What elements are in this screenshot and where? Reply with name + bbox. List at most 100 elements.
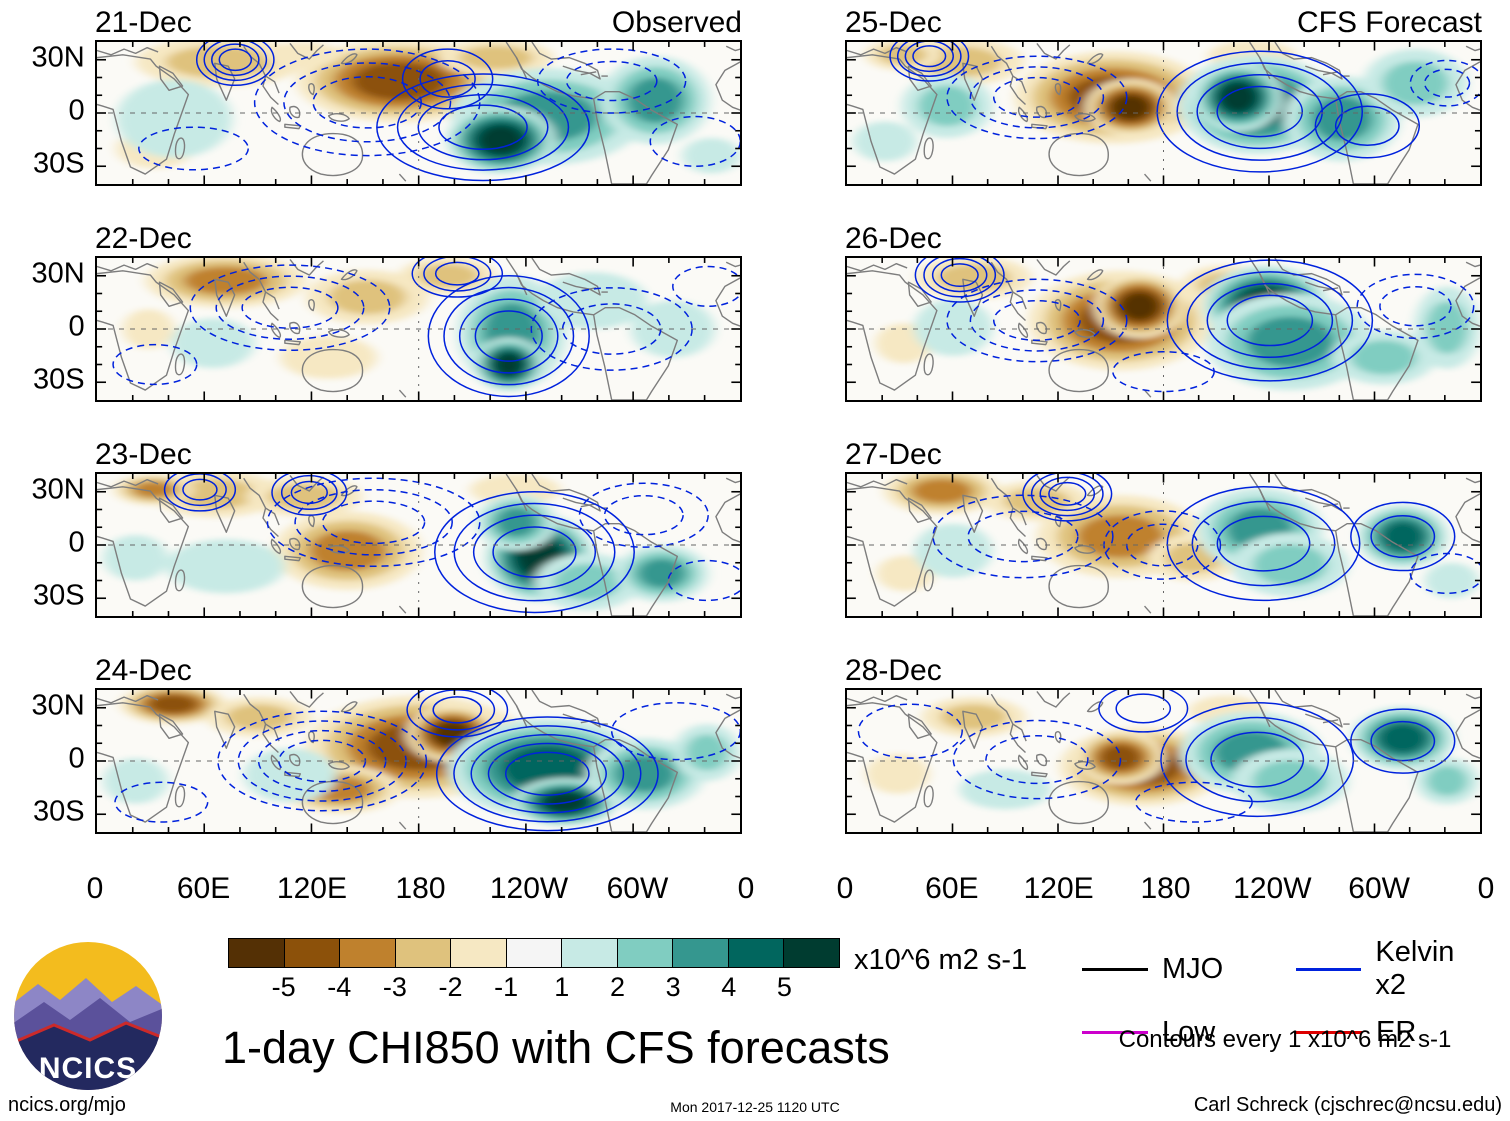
y-axis-labels: 30N 0 30S [30, 256, 95, 398]
ncics-logo: NCICS [14, 942, 162, 1090]
x-tick: 0 [86, 872, 104, 905]
legend-item-er: ER [1296, 1016, 1492, 1049]
colorbar-tick-label: 3 [665, 972, 681, 1002]
y-tick-30s: 30S [33, 579, 85, 612]
logo-red-ridge-line [14, 1021, 162, 1045]
colorbar-ticks: -5 -4 -3 -2 -1 1 2 3 4 5 [228, 968, 840, 1004]
colorbar-units: x10^6 m2 s-1 [854, 944, 1028, 976]
x-tick: 0 [1477, 872, 1495, 905]
colorbar-segment [394, 939, 451, 967]
x-tick: 120W [1233, 872, 1312, 905]
y-tick-0: 0 [68, 742, 85, 775]
mjo-line-swatch [1082, 967, 1148, 971]
x-tick: 60W [606, 872, 669, 905]
x-tick: 120E [276, 872, 348, 905]
legend-label-mjo: MJO [1162, 952, 1224, 985]
panel-block-26dec: 26-Dec [845, 222, 1482, 402]
colorbar-segment [283, 939, 340, 967]
x-tick: 0 [836, 872, 854, 905]
y-tick-30s: 30S [33, 795, 85, 828]
footer-credit: Carl Schreck (cjschrec@ncsu.edu) [1193, 1094, 1502, 1116]
colorbar-tick-label: -4 [327, 972, 352, 1002]
colorbar: -5 -4 -3 -2 -1 1 2 3 4 5 [228, 938, 840, 1004]
x-tick: 60E [176, 872, 231, 905]
colorbar-tick-label: -5 [271, 972, 296, 1002]
y-tick-0: 0 [68, 310, 85, 343]
colorbar-tick-label: 1 [554, 972, 570, 1002]
map-panel-21dec [94, 40, 742, 186]
legend-item-low: Low [1082, 1016, 1278, 1049]
panel-date: 24-Dec [95, 654, 192, 687]
panel-date: 26-Dec [845, 222, 942, 255]
x-axis-labels-forecast: 0 60E 120E 180 120W 60W 0 [837, 870, 1495, 916]
low-line-swatch [1082, 1031, 1148, 1034]
y-axis-labels: 30N 0 30S [30, 472, 95, 614]
colorbar-tick-label: -1 [494, 972, 519, 1002]
colorbar-bar [228, 938, 840, 968]
y-tick-30s: 30S [33, 147, 85, 180]
x-tick: 180 [1140, 872, 1191, 905]
panel-date: 25-Dec [845, 6, 942, 39]
legend-item-mjo: MJO [1082, 936, 1278, 1002]
contour-interval-note: Contours every 1 x10^6 m2 s-1 [1118, 1026, 1452, 1053]
colorbar-segment [783, 939, 840, 967]
panel-date: 23-Dec [95, 438, 192, 471]
map-panel-25dec [845, 40, 1482, 186]
column-header-observed: Observed [611, 6, 742, 39]
y-tick-30n: 30N [31, 473, 85, 506]
y-tick-0: 0 [68, 94, 85, 127]
forecast-column: 25-Dec CFS Forecast 26-Dec 27-Dec 28-Dec [837, 6, 1495, 916]
colorbar-segment [505, 939, 562, 967]
colorbar-segment [450, 939, 506, 967]
panel-block-22dec: 22-Dec 30N 0 30S [30, 222, 742, 402]
observed-column: 21-Dec Observed 30N 0 30S 22-Dec 30N 0 3… [30, 6, 754, 916]
map-panel-28dec [845, 688, 1482, 834]
panel-block-23dec: 23-Dec 30N 0 30S [30, 438, 742, 618]
x-axis-labels-observed: 0 60E 120E 180 120W 60W 0 [87, 870, 755, 916]
x-tick: 60E [925, 872, 979, 905]
map-panel-22dec [94, 256, 742, 402]
legend-label-low: Low [1162, 1016, 1216, 1048]
colorbar-segment [727, 939, 784, 967]
y-tick-30n: 30N [31, 41, 85, 74]
column-header-forecast: CFS Forecast [1296, 6, 1482, 39]
legend-label-er: ER [1376, 1016, 1417, 1048]
x-tick: 0 [737, 872, 755, 905]
legend-item-kelvin: Kelvin x2 [1296, 936, 1492, 1002]
y-axis-labels: 30N 0 30S [30, 40, 95, 182]
panel-date: 28-Dec [845, 654, 942, 687]
kelvin-line-swatch [1296, 967, 1362, 971]
colorbar-segment [561, 939, 617, 967]
map-panel-27dec [845, 472, 1482, 618]
y-tick-0: 0 [68, 526, 85, 559]
x-tick: 60W [1348, 872, 1410, 905]
panel-date: 22-Dec [95, 222, 192, 255]
panel-block-28dec: 28-Dec [845, 654, 1482, 834]
colorbar-tick-label: -3 [382, 972, 407, 1002]
colorbar-segment [229, 939, 284, 967]
x-tick: 180 [395, 872, 446, 905]
panel-block-24dec: 24-Dec 30N 0 30S [30, 654, 742, 834]
x-tick: 120E [1023, 872, 1094, 905]
y-axis-labels: 30N 0 30S [30, 688, 95, 830]
y-tick-30n: 30N [31, 257, 85, 290]
colorbar-tick-label: 5 [776, 972, 792, 1002]
panel-block-21dec: 21-Dec Observed 30N 0 30S [30, 6, 742, 186]
footer-url: ncics.org/mjo [8, 1094, 126, 1116]
legend-label-kelvin: Kelvin x2 [1375, 936, 1455, 1001]
panel-block-25dec: 25-Dec CFS Forecast [845, 6, 1482, 186]
map-panel-24dec [94, 688, 742, 834]
colorbar-segment [339, 939, 395, 967]
panel-block-27dec: 27-Dec [845, 438, 1482, 618]
y-tick-30n: 30N [31, 689, 85, 722]
colorbar-tick-label: 2 [609, 972, 625, 1002]
y-tick-30s: 30S [33, 363, 85, 396]
colorbar-segment [616, 939, 673, 967]
figure-title: 1-day CHI850 with CFS forecasts [222, 1022, 890, 1073]
legend: MJO Kelvin x2 Low ER [1082, 936, 1492, 1049]
er-line-swatch [1296, 1031, 1362, 1034]
map-panel-23dec [94, 472, 742, 618]
panel-date: 21-Dec [95, 6, 192, 39]
logo-front-mountains [14, 1023, 162, 1090]
colorbar-tick-label: 4 [721, 972, 737, 1002]
